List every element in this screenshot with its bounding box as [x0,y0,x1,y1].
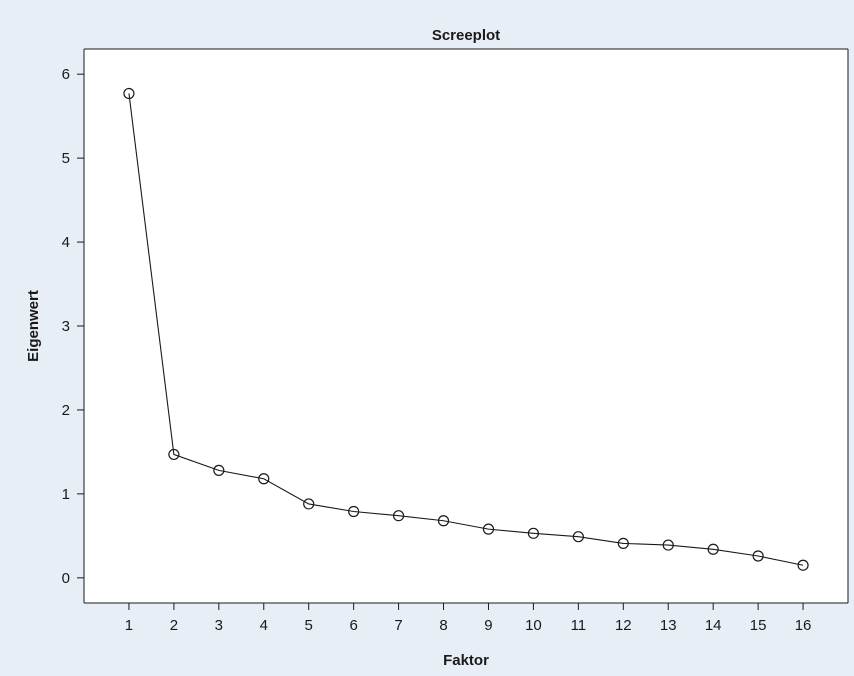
chart-title: Screeplot [432,27,500,44]
y-tick-label: 1 [62,486,70,503]
x-tick-label: 9 [484,617,492,634]
data-point [707,543,719,555]
data-point [392,510,405,522]
data-point [303,498,315,510]
x-tick-label: 4 [260,617,268,634]
data-point [213,464,225,476]
x-tick-label: 13 [660,617,677,634]
x-tick-label: 11 [571,617,587,634]
x-tick-label: 10 [525,617,542,634]
data-point [123,87,135,100]
data-point [572,531,584,543]
data-point [482,523,495,535]
y-tick-label: 3 [62,318,70,335]
x-tick-label: 15 [750,617,767,634]
x-tick-label: 1 [125,617,133,634]
x-tick-label: 8 [439,617,447,634]
data-point [348,505,360,518]
data-point [437,515,450,527]
y-tick-label: 2 [62,402,70,419]
series-eigenwert [123,87,809,571]
y-tick-label: 4 [62,234,70,251]
data-point [617,537,629,550]
x-tick-label: 16 [795,617,812,634]
data-point [168,448,180,461]
x-tick-label: 12 [615,617,632,634]
data-point [527,527,540,539]
x-tick-label: 2 [170,617,178,634]
x-tick-label: 7 [394,617,402,634]
y-axis-label: Eigenwert [25,290,42,362]
x-tick-label: 5 [305,617,313,634]
data-point [258,473,270,485]
x-axis-label: Faktor [443,652,489,669]
x-tick-label: 3 [215,617,223,634]
x-tick-label: 6 [349,617,357,634]
data-point [797,559,809,571]
x-tick-label: 14 [705,617,722,634]
data-point [752,550,764,562]
y-tick-label: 6 [62,66,70,83]
plot-area [84,49,848,603]
data-point [662,539,674,551]
y-tick-label: 5 [62,150,70,167]
series-line [128,93,804,566]
y-tick-label: 0 [62,570,70,587]
